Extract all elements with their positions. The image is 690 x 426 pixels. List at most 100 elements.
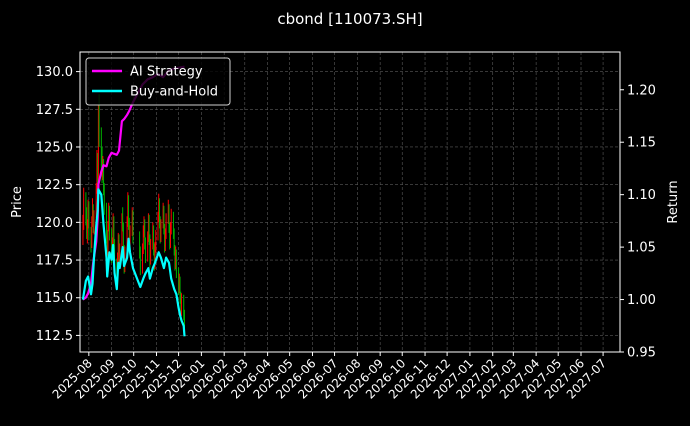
- candle-body: [98, 113, 100, 138]
- candle-body: [140, 252, 141, 270]
- candle-body: [91, 220, 93, 245]
- left-tick-label: 117.5: [36, 254, 73, 269]
- candle-body: [139, 237, 140, 253]
- candle-body: [82, 225, 84, 238]
- legend: AI Strategy Buy-and-Hold: [85, 57, 231, 106]
- candle-body: [149, 238, 151, 261]
- candle-body: [124, 252, 126, 268]
- candle-body: [145, 243, 146, 258]
- candle-body: [173, 232, 175, 250]
- right-axis-label: Return: [666, 180, 681, 223]
- left-tick-label: 130.0: [36, 65, 73, 80]
- candle-body: [175, 252, 176, 265]
- candle-body: [83, 198, 84, 226]
- candle-body: [159, 201, 160, 223]
- candle-body: [107, 226, 109, 253]
- candle-body: [142, 231, 144, 250]
- candle-body: [87, 223, 88, 233]
- left-y-axis: 112.5 115.0 117.5 120.0 122.5 125.0 127.5 130.0: [36, 65, 80, 344]
- candle-body: [176, 252, 177, 273]
- candle-body: [183, 299, 185, 315]
- candle-body: [132, 213, 134, 238]
- candle-body: [93, 214, 95, 229]
- candle-body: [96, 159, 98, 190]
- candle-body: [86, 219, 87, 233]
- candle-body: [170, 228, 171, 244]
- candle-body: [165, 234, 166, 247]
- candle-body: [157, 217, 159, 236]
- candle-body: [112, 219, 114, 244]
- plot-frame: [79, 51, 621, 353]
- candle-body: [148, 219, 150, 239]
- left-tick-label: 127.5: [36, 103, 73, 118]
- candle-body: [103, 187, 105, 208]
- candle-body: [144, 222, 146, 244]
- candle-body: [122, 219, 123, 226]
- candle-body: [128, 199, 129, 223]
- candle-body: [168, 207, 170, 227]
- left-tick-label: 122.5: [36, 178, 73, 193]
- candle-body: [155, 235, 157, 248]
- candle-body: [118, 237, 120, 262]
- candle-body: [92, 207, 93, 221]
- candle-body: [111, 234, 112, 256]
- candle-body: [173, 214, 174, 233]
- candle-body: [152, 228, 154, 245]
- candle-body: [154, 247, 156, 265]
- candle-body: [150, 244, 151, 261]
- legend-label-buy-and-hold: Buy-and-Hold: [130, 85, 218, 100]
- right-y-axis: 0.95 1.00 1.05 1.10 1.15 1.20: [620, 83, 656, 361]
- left-tick-label: 112.5: [36, 329, 73, 344]
- candle-body: [106, 237, 108, 253]
- candle-body: [147, 237, 148, 258]
- candle-body: [101, 137, 102, 163]
- candle-body: [88, 204, 90, 236]
- right-tick-label: 1.05: [627, 241, 656, 256]
- candle-body: [85, 198, 87, 220]
- candle-body: [180, 297, 182, 312]
- candle-body: [126, 222, 128, 253]
- candle-body: [108, 208, 109, 227]
- candle-body: [154, 249, 155, 265]
- candle-body: [142, 249, 143, 270]
- candle-body: [170, 214, 172, 229]
- candle-body: [160, 223, 162, 238]
- candle-body: [121, 219, 123, 248]
- candle-body: [169, 226, 171, 244]
- candle-body: [109, 208, 110, 235]
- candle-body: [117, 237, 119, 259]
- candle-body: [148, 219, 149, 238]
- candle-body: [87, 204, 89, 224]
- candle-body: [103, 162, 104, 188]
- candle-body: [129, 231, 131, 247]
- left-tick-label: 120.0: [36, 216, 73, 231]
- candle-body: [163, 208, 165, 229]
- candle-body: [90, 235, 92, 245]
- candle-body: [128, 222, 130, 247]
- legend-label-ai-strategy: AI Strategy: [130, 65, 203, 80]
- candle-body: [164, 228, 165, 247]
- candle-body: [165, 219, 167, 235]
- candle-body: [123, 225, 124, 251]
- left-tick-label: 115.0: [36, 291, 73, 306]
- candle-body: [143, 222, 145, 232]
- series-line-buy-and-hold: [81, 188, 186, 337]
- candle-body: [158, 201, 160, 218]
- candle-body: [179, 279, 180, 289]
- candle-body: [181, 299, 182, 312]
- candle-body: [162, 208, 164, 224]
- chart-title: cbond [110073.SH]: [277, 10, 422, 28]
- candle-body: [153, 228, 154, 250]
- right-tick-label: 1.15: [627, 136, 656, 151]
- right-tick-label: 1.00: [627, 293, 656, 308]
- candle-body: [98, 113, 99, 193]
- candle-body: [174, 249, 176, 265]
- candle-body: [179, 279, 181, 298]
- candle-body: [131, 213, 133, 232]
- left-tick-label: 125.0: [36, 140, 73, 155]
- candle-body: [159, 222, 161, 238]
- candle-body: [184, 314, 185, 328]
- candle-body: [119, 247, 121, 262]
